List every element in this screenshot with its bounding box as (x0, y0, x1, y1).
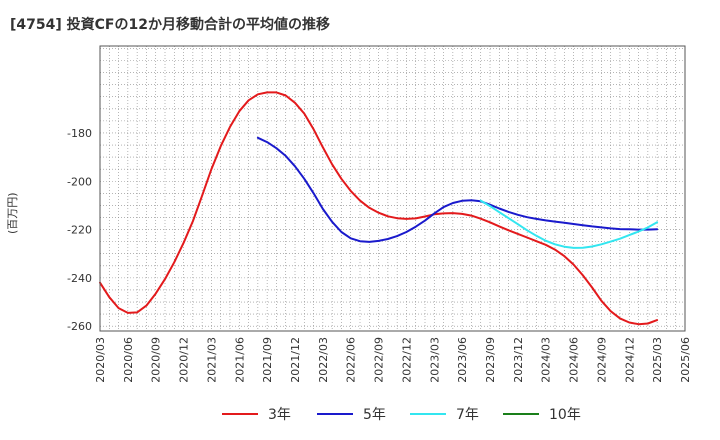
legend-label: 5年 (363, 407, 386, 423)
legend-swatch (503, 413, 539, 415)
x-tick-label: 2022/06 (345, 337, 358, 383)
x-tick-label: 2022/12 (400, 337, 413, 383)
x-tick-label: 2021/09 (261, 337, 274, 383)
series-line-3年 (99, 91, 659, 326)
x-tick-label: 2024/09 (595, 337, 608, 383)
x-tick-label: 2025/06 (679, 337, 692, 383)
x-tick-label: 2024/03 (540, 337, 553, 383)
y-tick-label: -200 (67, 175, 92, 188)
line-chart: -180-200-220-240-260 2020/03 2020/06 2020/… (67, 45, 692, 383)
x-tick-label: 2020/03 (94, 337, 107, 383)
x-tick-label: 2023/06 (456, 337, 469, 383)
x-tick-label: 2022/09 (373, 337, 386, 383)
x-tick-label: 2021/03 (205, 337, 218, 383)
legend-item: 5年 (317, 402, 386, 426)
legend-item: 10年 (503, 402, 581, 426)
y-tick-label: -180 (67, 127, 92, 140)
x-tick-label: 2021/06 (233, 337, 246, 383)
x-tick-label: 2023/03 (428, 337, 441, 383)
x-tick-label: 2024/12 (623, 337, 636, 383)
x-tick-label: 2023/09 (484, 337, 497, 383)
x-tick-label: 2020/06 (122, 337, 135, 383)
plot-area-frame (99, 45, 686, 332)
y-axis-ticks: -180 -200 -220 -240 -260 (67, 127, 92, 333)
x-axis-ticks: 2020/03 2020/06 2020/09 2020/12 2021/03 2021/… (94, 337, 692, 383)
legend-label: 7年 (456, 407, 479, 423)
x-tick-label: 2021/12 (289, 337, 302, 383)
x-tick-label: 2025/03 (651, 337, 664, 383)
legend-swatch (410, 413, 446, 415)
series-line-5年 (256, 136, 659, 243)
y-tick-label: -260 (67, 320, 92, 333)
grid-lines (99, 46, 686, 331)
legend-label: 3年 (268, 407, 291, 423)
x-tick-label: 2023/12 (512, 337, 525, 383)
chart-legend: 3年 5年 7年 10年 (0, 402, 720, 426)
legend-item: 3年 (222, 402, 291, 426)
series-lines (99, 91, 659, 326)
series-line-7年 (479, 199, 659, 249)
y-tick-label: -220 (67, 224, 92, 237)
legend-swatch (317, 413, 353, 415)
legend-item: 7年 (410, 402, 479, 426)
x-tick-label: 2020/09 (150, 337, 163, 383)
y-tick-label: -240 (67, 272, 92, 285)
legend-swatch (222, 413, 258, 415)
legend-label: 10年 (549, 407, 581, 423)
x-tick-label: 2020/12 (178, 337, 191, 383)
x-tick-label: 2022/03 (317, 337, 330, 383)
x-tick-label: 2024/06 (568, 337, 581, 383)
chart-title: [4754] 投資CFの12か月移動合計の平均値の推移 (10, 17, 330, 33)
